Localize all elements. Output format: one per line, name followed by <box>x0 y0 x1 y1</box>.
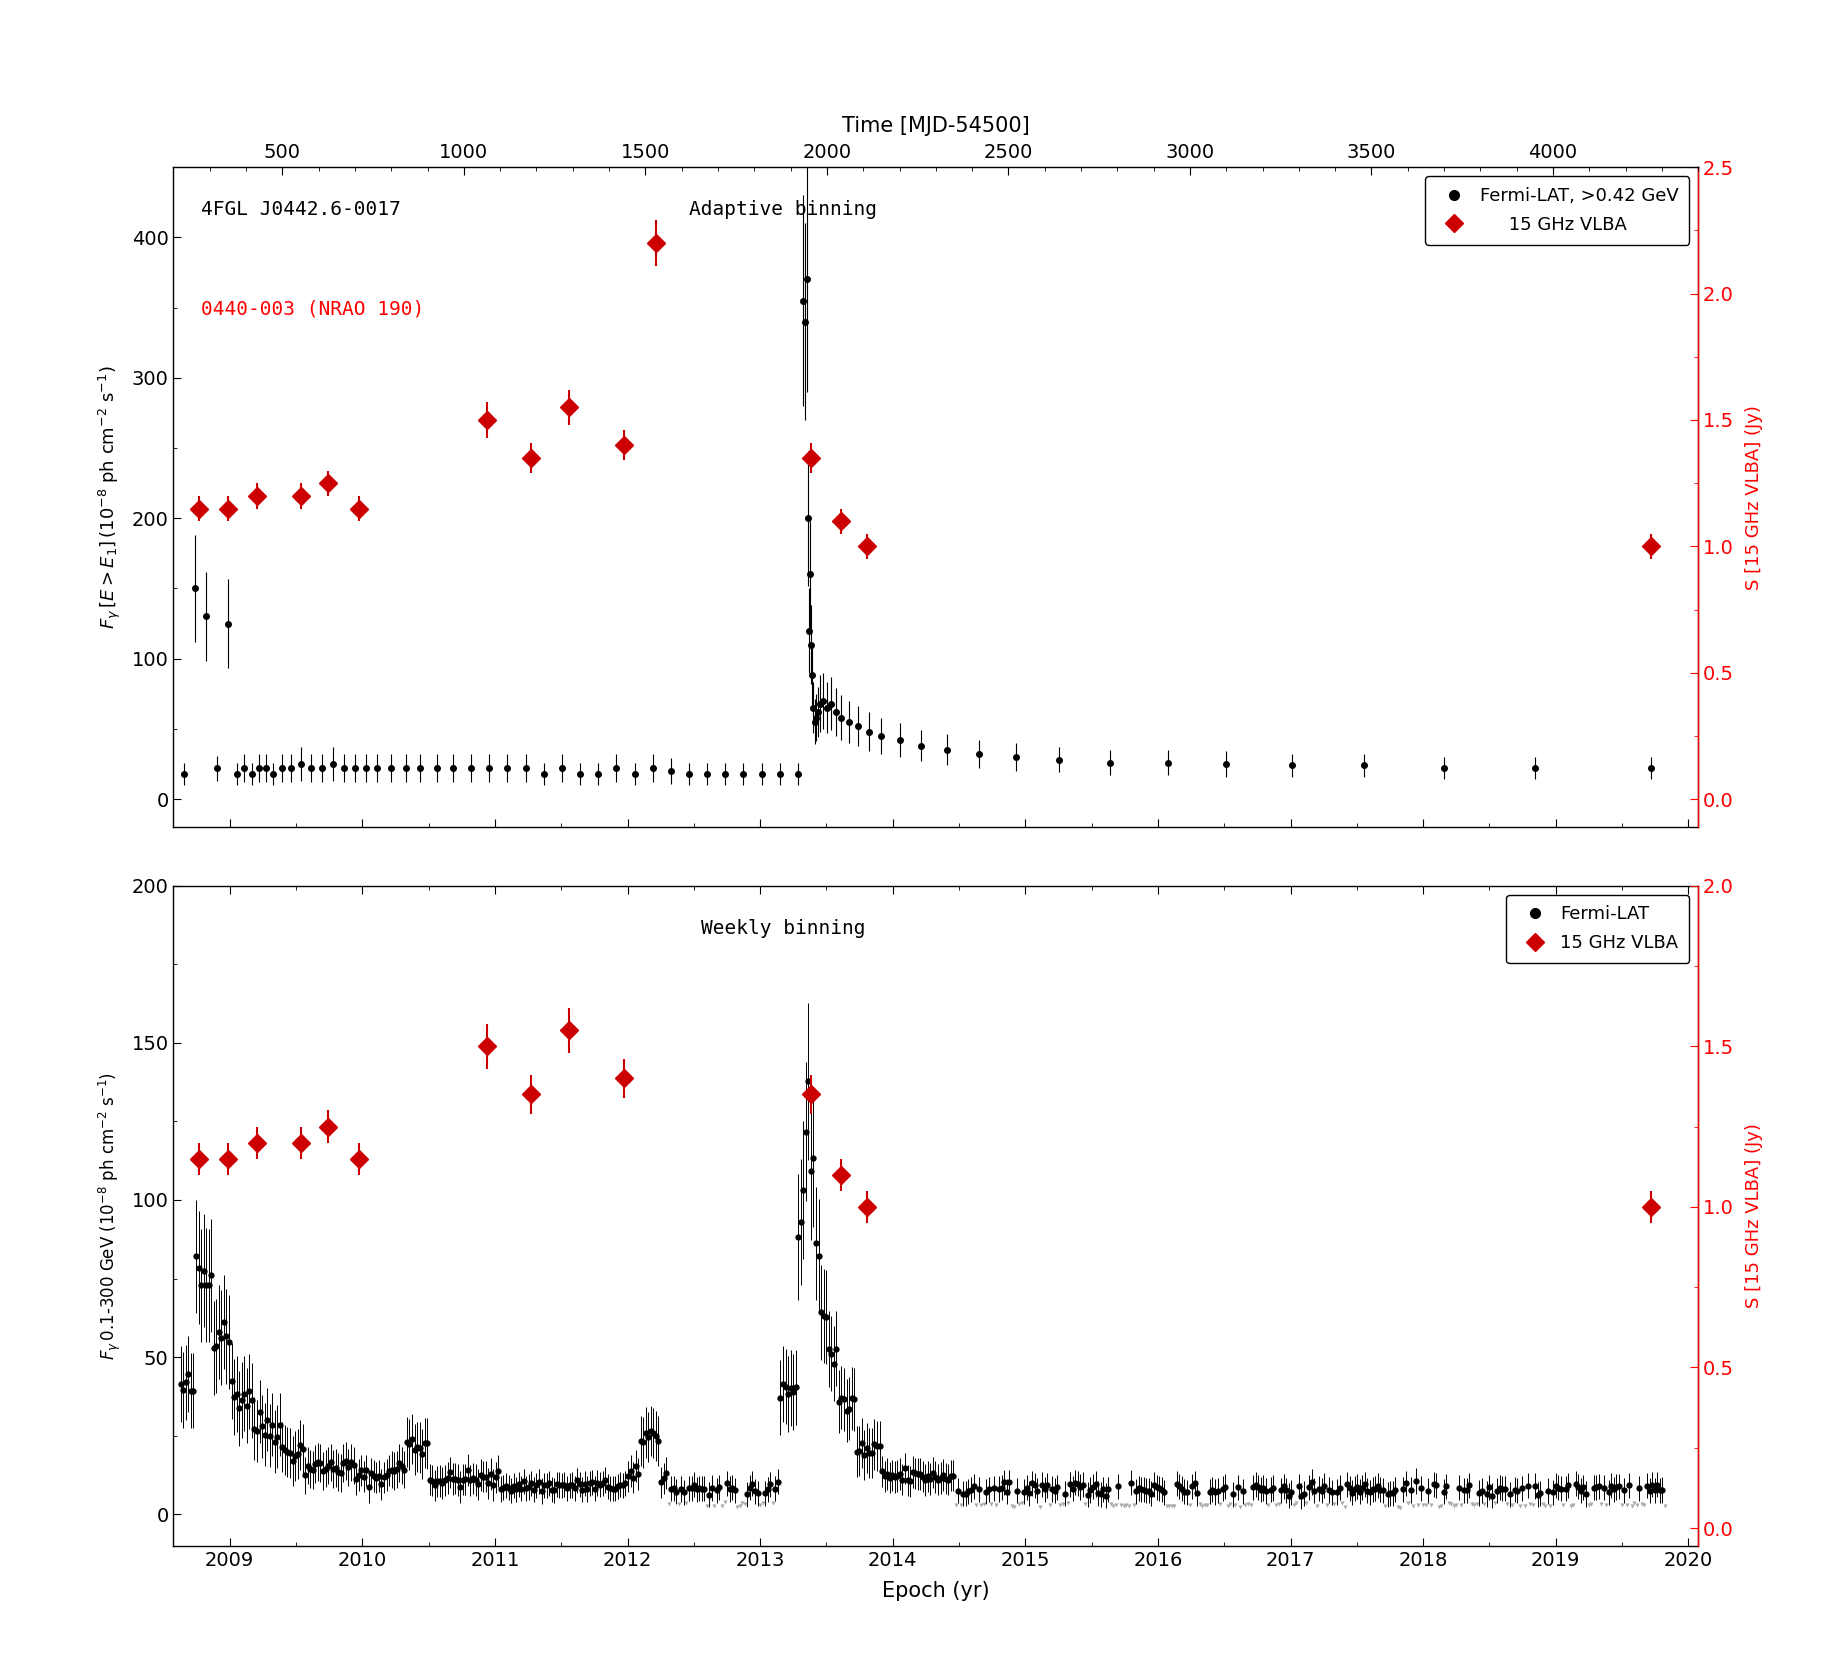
Legend: Fermi-LAT, 15 GHz VLBA: Fermi-LAT, 15 GHz VLBA <box>1506 894 1689 962</box>
Y-axis label: $F_\gamma\,0.1$-$300$ GeV $(10^{-8}$ ph cm$^{-2}$ s$^{-1})$: $F_\gamma\,0.1$-$300$ GeV $(10^{-8}$ ph … <box>97 1071 122 1360</box>
X-axis label: Time [MJD-54500]: Time [MJD-54500] <box>842 115 1030 135</box>
Text: Weekly binning: Weekly binning <box>701 919 866 937</box>
Text: 0440-003 (NRAO 190): 0440-003 (NRAO 190) <box>201 299 424 317</box>
X-axis label: Epoch (yr): Epoch (yr) <box>882 1581 990 1601</box>
Text: Adaptive binning: Adaptive binning <box>690 201 876 219</box>
Y-axis label: S [15 GHz VLBA] (Jy): S [15 GHz VLBA] (Jy) <box>1746 1123 1764 1308</box>
Y-axis label: S [15 GHz VLBA] (Jy): S [15 GHz VLBA] (Jy) <box>1746 404 1764 590</box>
Text: 4FGL J0442.6-0017: 4FGL J0442.6-0017 <box>201 201 400 219</box>
Legend: Fermi-LAT, >0.42 GeV,      15 GHz VLBA: Fermi-LAT, >0.42 GeV, 15 GHz VLBA <box>1426 175 1689 244</box>
Y-axis label: $F_\gamma\,[E>E_1]\,(10^{-8}$ ph cm$^{-2}$ s$^{-1})$: $F_\gamma\,[E>E_1]\,(10^{-8}$ ph cm$^{-2… <box>97 366 124 628</box>
